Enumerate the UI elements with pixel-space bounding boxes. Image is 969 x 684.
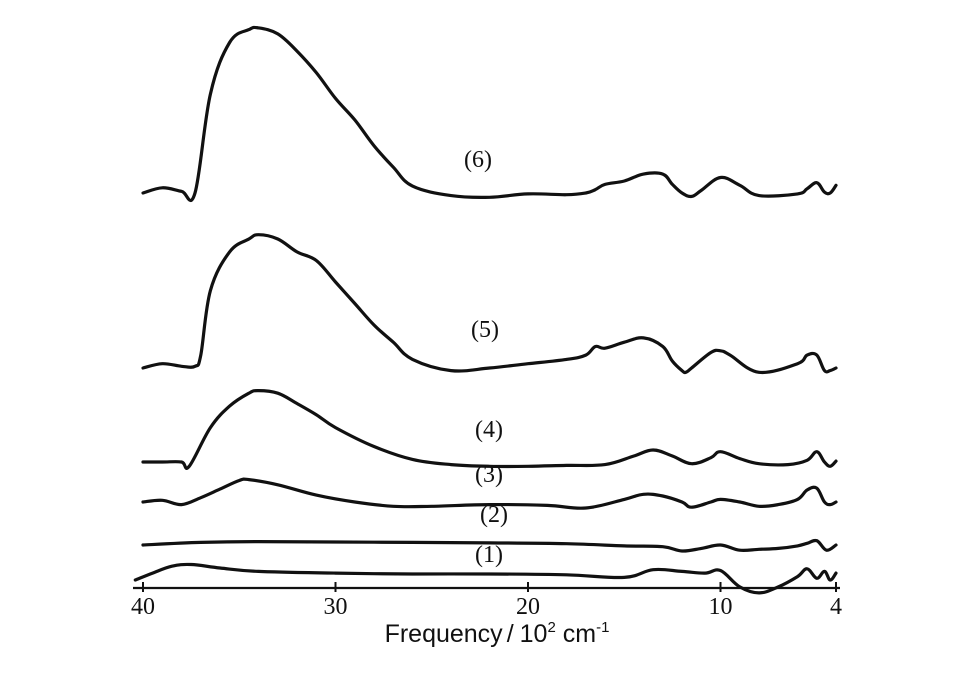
curve-label-3: (3) [475,462,503,488]
x-tick-label-30: 30 [324,594,348,620]
curve-label-6: (6) [464,147,492,173]
curve-labels: (1) (2) (3) (4) (5) (6) [464,147,508,568]
x-tick-label-4: 4 [830,594,842,620]
spectrum-trace-4 [141,388,838,470]
spectrum-trace-2 [141,538,838,553]
spectrum-trace-6 [141,25,838,202]
curve-label-2: (2) [480,502,508,528]
x-axis-label: Frequency/102 cm-1 [385,619,610,648]
spectrum-trace-5 [141,233,838,375]
spectrum-trace-1 [133,562,838,595]
curve-label-5: (5) [471,317,499,343]
x-axis-ticks: 40 30 20 10 4 [131,582,842,620]
spectra-traces [133,25,838,595]
x-tick-label-20: 20 [516,594,540,620]
x-tick-label-10: 10 [709,594,733,620]
x-tick-label-40: 40 [131,594,155,620]
curve-label-1: (1) [475,542,503,568]
curve-label-4: (4) [475,417,503,443]
spectrum-trace-3 [141,477,838,510]
